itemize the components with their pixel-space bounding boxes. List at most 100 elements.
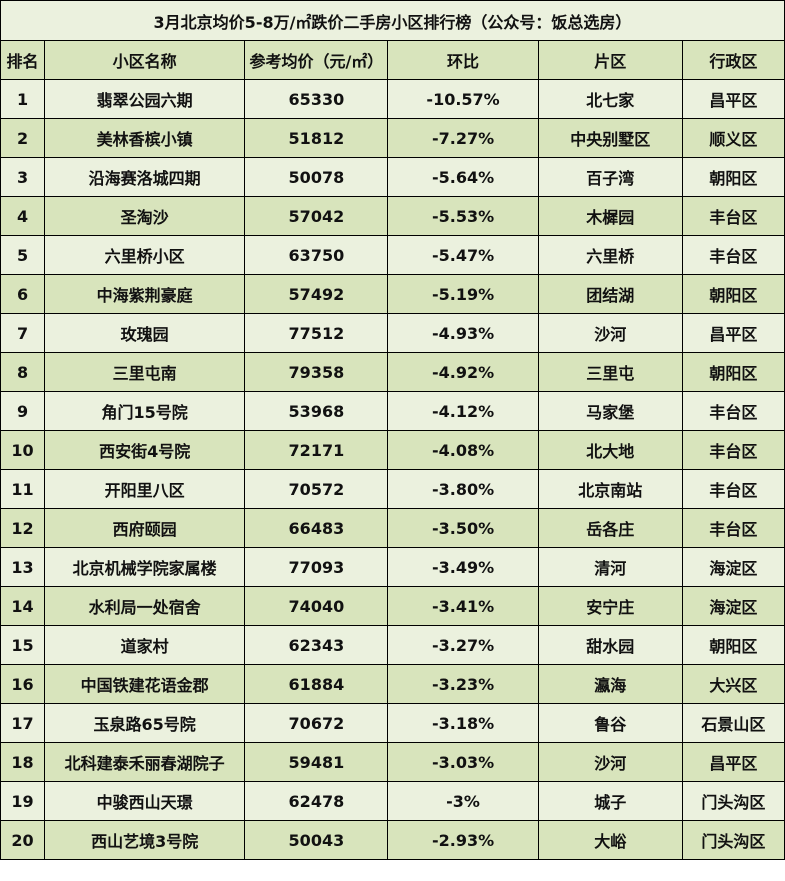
table-row: 12 西府颐园 66483 -3.50% 岳各庄 丰台区 [0,508,785,548]
header-price: 参考均价（元/㎡） [244,40,389,80]
cell-name: 六里桥小区 [44,235,246,275]
cell-district: 朝阳区 [681,625,785,665]
cell-area: 沙河 [537,313,683,353]
cell-area: 六里桥 [537,235,683,275]
table-row: 7 玫瑰园 77512 -4.93% 沙河 昌平区 [0,313,785,353]
cell-district: 大兴区 [681,664,785,704]
cell-change: -4.08% [387,430,539,470]
cell-area: 木樨园 [537,196,683,236]
cell-area: 鲁谷 [537,703,683,743]
table-row: 16 中国铁建花语金郡 61884 -3.23% 瀛海 大兴区 [0,664,785,704]
cell-rank: 14 [0,586,46,626]
cell-rank: 5 [0,235,46,275]
cell-rank: 3 [0,157,46,197]
cell-district: 昌平区 [681,79,785,119]
cell-name: 玉泉路65号院 [44,703,246,743]
cell-name: 北京机械学院家属楼 [44,547,246,587]
cell-rank: 10 [0,430,46,470]
table-body: 1 翡翠公园六期 65330 -10.57% 北七家 昌平区 2 美林香槟小镇 51812 -7.… [0,79,785,860]
cell-district: 门头沟区 [681,820,785,860]
cell-price: 51812 [244,118,389,158]
cell-change: -4.12% [387,391,539,431]
table-row: 6 中海紫荆豪庭 57492 -5.19% 团结湖 朝阳区 [0,274,785,314]
cell-district: 朝阳区 [681,352,785,392]
cell-district: 丰台区 [681,469,785,509]
cell-price: 57042 [244,196,389,236]
cell-name: 道家村 [44,625,246,665]
cell-change: -3.80% [387,469,539,509]
cell-rank: 9 [0,391,46,431]
cell-area: 甜水园 [537,625,683,665]
cell-change: -4.92% [387,352,539,392]
cell-name: 中海紫荆豪庭 [44,274,246,314]
cell-rank: 18 [0,742,46,782]
cell-area: 北京南站 [537,469,683,509]
cell-name: 西山艺境3号院 [44,820,246,860]
table-row: 8 三里屯南 79358 -4.92% 三里屯 朝阳区 [0,352,785,392]
cell-name: 北科建泰禾丽春湖院子 [44,742,246,782]
cell-district: 昌平区 [681,742,785,782]
table-row: 5 六里桥小区 63750 -5.47% 六里桥 丰台区 [0,235,785,275]
cell-change: -2.93% [387,820,539,860]
cell-district: 丰台区 [681,235,785,275]
table-row: 9 角门15号院 53968 -4.12% 马家堡 丰台区 [0,391,785,431]
cell-change: -3.50% [387,508,539,548]
cell-district: 朝阳区 [681,157,785,197]
cell-rank: 20 [0,820,46,860]
cell-area: 百子湾 [537,157,683,197]
cell-name: 水利局一处宿舍 [44,586,246,626]
cell-rank: 16 [0,664,46,704]
cell-change: -4.93% [387,313,539,353]
cell-price: 77512 [244,313,389,353]
cell-area: 马家堡 [537,391,683,431]
cell-rank: 2 [0,118,46,158]
cell-change: -3.49% [387,547,539,587]
cell-name: 西安街4号院 [44,430,246,470]
cell-change: -3.23% [387,664,539,704]
table-row: 17 玉泉路65号院 70672 -3.18% 鲁谷 石景山区 [0,703,785,743]
table-row: 4 圣淘沙 57042 -5.53% 木樨园 丰台区 [0,196,785,236]
cell-price: 63750 [244,235,389,275]
cell-area: 安宁庄 [537,586,683,626]
cell-district: 丰台区 [681,508,785,548]
ranking-table: 3月北京均价5-8万/㎡跌价二手房小区排行榜（公众号：饭总选房） 排名 小区名称… [0,0,785,860]
table-row: 13 北京机械学院家属楼 77093 -3.49% 清河 海淀区 [0,547,785,587]
cell-change: -3.27% [387,625,539,665]
table-row: 1 翡翠公园六期 65330 -10.57% 北七家 昌平区 [0,79,785,119]
cell-price: 57492 [244,274,389,314]
cell-district: 海淀区 [681,547,785,587]
cell-district: 丰台区 [681,196,785,236]
cell-area: 三里屯 [537,352,683,392]
cell-name: 玫瑰园 [44,313,246,353]
cell-area: 北七家 [537,79,683,119]
cell-rank: 13 [0,547,46,587]
cell-price: 53968 [244,391,389,431]
table-row: 3 沿海赛洛城四期 50078 -5.64% 百子湾 朝阳区 [0,157,785,197]
cell-rank: 17 [0,703,46,743]
table-row: 2 美林香槟小镇 51812 -7.27% 中央别墅区 顺义区 [0,118,785,158]
table-row: 15 道家村 62343 -3.27% 甜水园 朝阳区 [0,625,785,665]
cell-name: 西府颐园 [44,508,246,548]
table-row: 20 西山艺境3号院 50043 -2.93% 大峪 门头沟区 [0,820,785,860]
cell-rank: 4 [0,196,46,236]
cell-rank: 1 [0,79,46,119]
cell-rank: 19 [0,781,46,821]
cell-name: 圣淘沙 [44,196,246,236]
cell-price: 74040 [244,586,389,626]
header-name: 小区名称 [44,40,246,80]
table-row: 14 水利局一处宿舍 74040 -3.41% 安宁庄 海淀区 [0,586,785,626]
cell-district: 丰台区 [681,391,785,431]
cell-name: 角门15号院 [44,391,246,431]
cell-name: 翡翠公园六期 [44,79,246,119]
cell-change: -7.27% [387,118,539,158]
cell-area: 团结湖 [537,274,683,314]
header-change: 环比 [387,40,539,80]
cell-price: 66483 [244,508,389,548]
table-title: 3月北京均价5-8万/㎡跌价二手房小区排行榜（公众号：饭总选房） [0,0,785,41]
cell-price: 50043 [244,820,389,860]
cell-area: 城子 [537,781,683,821]
header-rank: 排名 [0,40,46,80]
cell-price: 59481 [244,742,389,782]
cell-price: 72171 [244,430,389,470]
cell-district: 门头沟区 [681,781,785,821]
